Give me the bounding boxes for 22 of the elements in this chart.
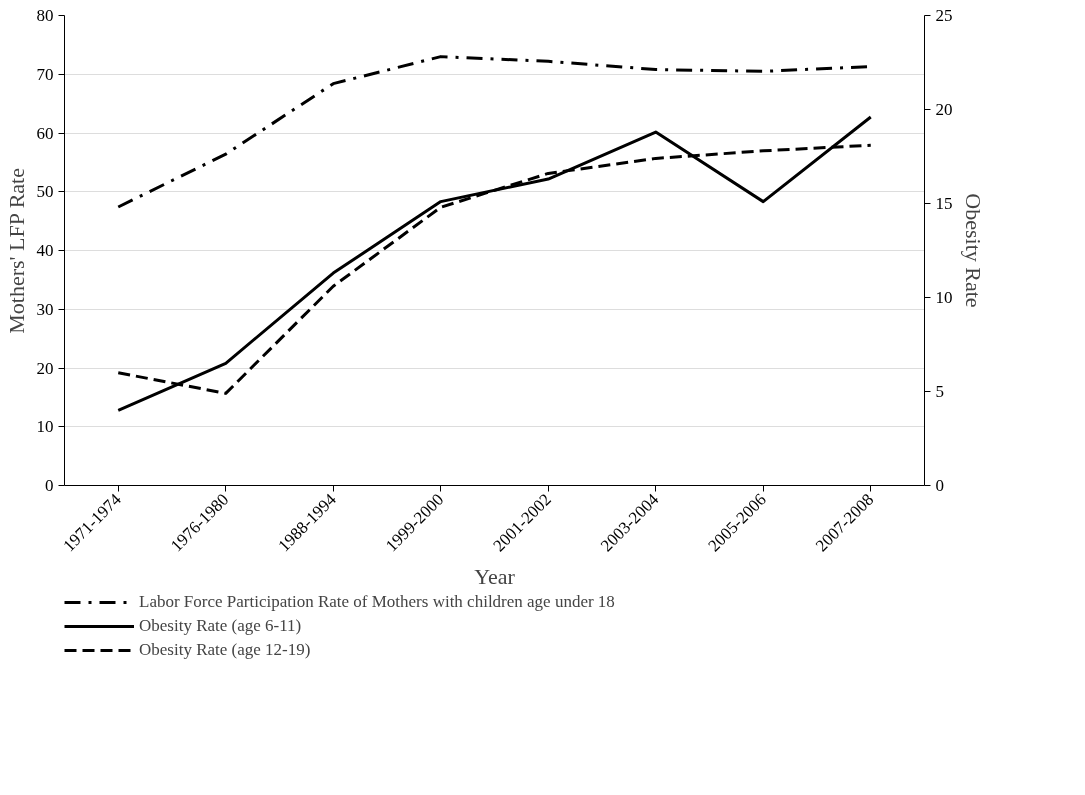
y-tick-label: 20 (36, 358, 54, 378)
y-tick-label: 40 (36, 241, 54, 260)
y-tick-label: 50 (36, 182, 54, 202)
legend-label: Labor Force Participation Rate of Mothers with children age under 18 (139, 592, 615, 612)
line-series (116, 115, 873, 412)
y-tick-label: 70 (36, 64, 54, 84)
legend-label: Obesity Rate (age 12-19) (139, 640, 311, 660)
y2-tick-label: 0 (935, 476, 944, 495)
y-axis-title: Mothers' LFP Rate (3, 168, 29, 334)
x-axis-title: Year (474, 564, 516, 590)
legend-label: Obesity Rate (age 6-11) (139, 616, 302, 636)
y2-tick-label: 15 (935, 194, 953, 213)
y2-tick-label: 10 (935, 288, 953, 307)
y-tick-label: 80 (36, 6, 54, 25)
y2-tick-label: 20 (935, 100, 953, 119)
y2-axis-title: Obesity Rate (960, 193, 986, 308)
y-tick-label: 60 (36, 123, 54, 143)
y2-tick-label: 5 (935, 382, 944, 401)
y2-tick-label: 25 (935, 6, 953, 25)
y-tick-label: 10 (36, 417, 54, 437)
y-tick-label: 0 (45, 476, 54, 495)
y-tick-label: 30 (36, 299, 54, 319)
